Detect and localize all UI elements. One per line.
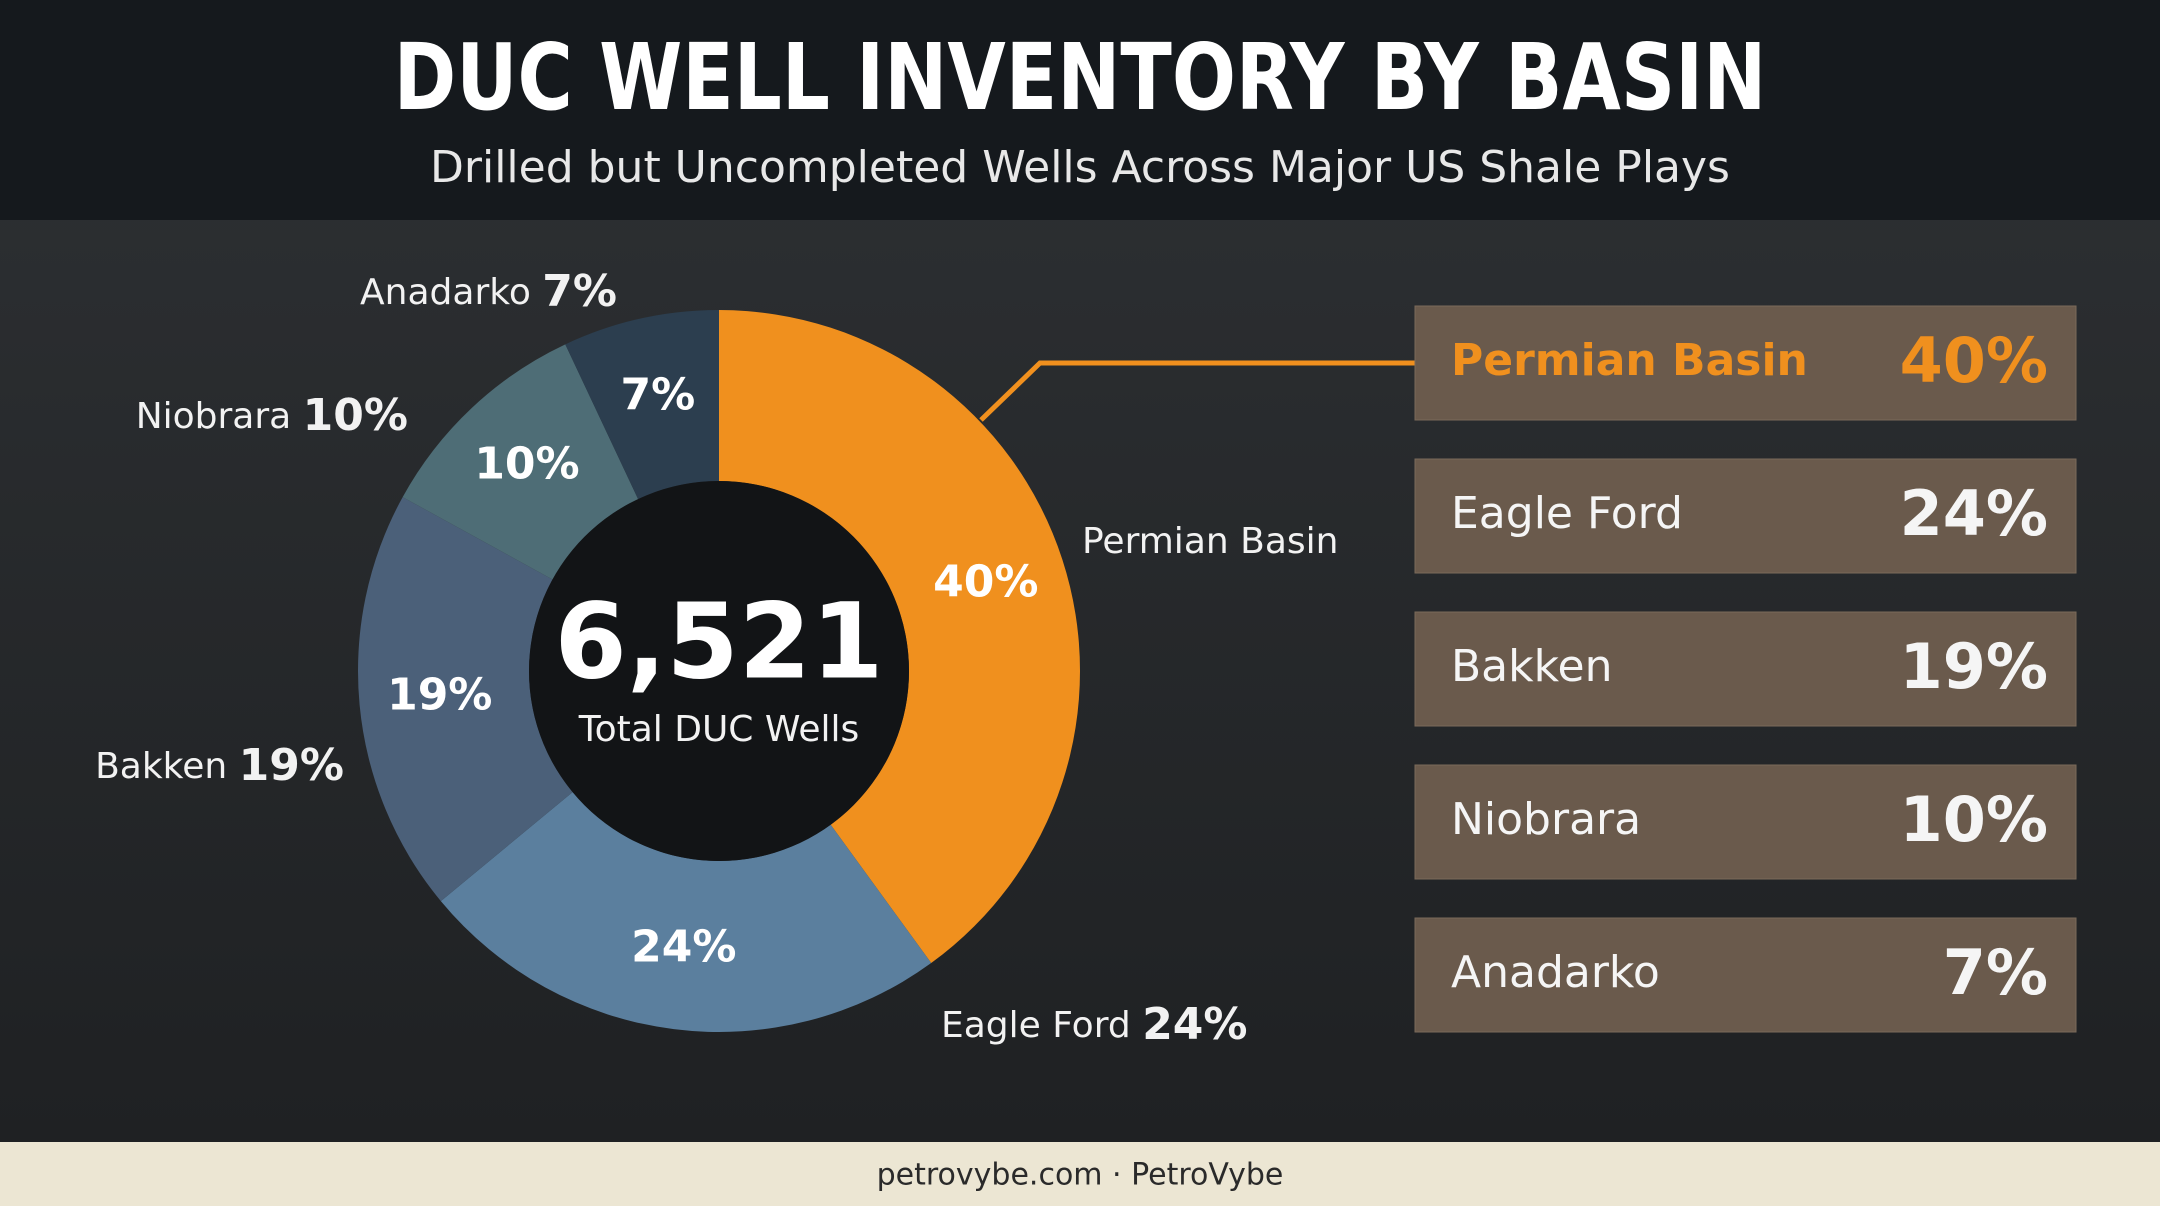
legend-value: 40%	[1900, 324, 2048, 397]
center-hole	[529, 481, 909, 861]
slice-label: 7%	[620, 369, 695, 420]
outer-label: Anadarko 7%	[360, 266, 617, 317]
slice	[565, 310, 719, 500]
legend-value: 10%	[1900, 783, 2048, 856]
subtitle: Drilled but Uncompleted Wells Across Maj…	[430, 142, 1730, 193]
legend-box	[1414, 611, 2077, 727]
outer-label-value: 24%	[1142, 999, 1247, 1050]
slice	[402, 344, 639, 580]
slice-label: 19%	[387, 669, 492, 720]
outer-label: Niobrara 10%	[136, 390, 408, 441]
outer-label-name: Eagle Ford	[941, 1005, 1131, 1046]
legend-value: 24%	[1900, 477, 2048, 550]
legend-name: Permian Basin	[1451, 335, 1808, 386]
legend-name: Niobrara	[1451, 794, 1641, 845]
legend-name: Eagle Ford	[1451, 488, 1683, 539]
outer-label-name: Bakken	[95, 746, 227, 787]
outer-label-name: Niobrara	[136, 396, 292, 437]
outer-label: Eagle Ford 24%	[941, 999, 1248, 1050]
outer-label-value: 19%	[239, 740, 344, 791]
slice-label: 10%	[474, 439, 579, 490]
outer-label: Permian Basin	[1082, 521, 1338, 562]
slice	[358, 497, 573, 902]
legend-name: Anadarko	[1451, 947, 1660, 998]
outer-label-value: 10%	[303, 390, 408, 441]
slice-label: 24%	[631, 921, 736, 972]
legend-box	[1414, 764, 2077, 880]
connector	[979, 360, 1415, 422]
outer-label: Bakken 19%	[95, 740, 344, 791]
legend-value: 19%	[1900, 630, 2048, 703]
slice	[719, 310, 1080, 964]
center-value: 6,521	[555, 580, 884, 702]
outer-label-name: Permian Basin	[1082, 521, 1338, 562]
footer-band	[0, 1142, 2160, 1206]
legend-box	[1414, 917, 2077, 1033]
slice-label: 40%	[933, 556, 1038, 607]
legend-box	[1414, 458, 2077, 574]
legend-value: 7%	[1943, 936, 2048, 1009]
title: DUC WELL INVENTORY BY BASIN	[394, 24, 1767, 131]
footer: petrovybe.com · PetroVybe	[877, 1158, 1284, 1193]
outer-label-value: 7%	[542, 266, 617, 317]
header-band	[0, 0, 2160, 220]
slice	[440, 792, 932, 1032]
outer-label-name: Anadarko	[360, 272, 531, 313]
legend-box	[1414, 305, 2077, 421]
center-text: Total DUC Wells	[578, 709, 860, 750]
legend-name: Bakken	[1451, 641, 1613, 692]
